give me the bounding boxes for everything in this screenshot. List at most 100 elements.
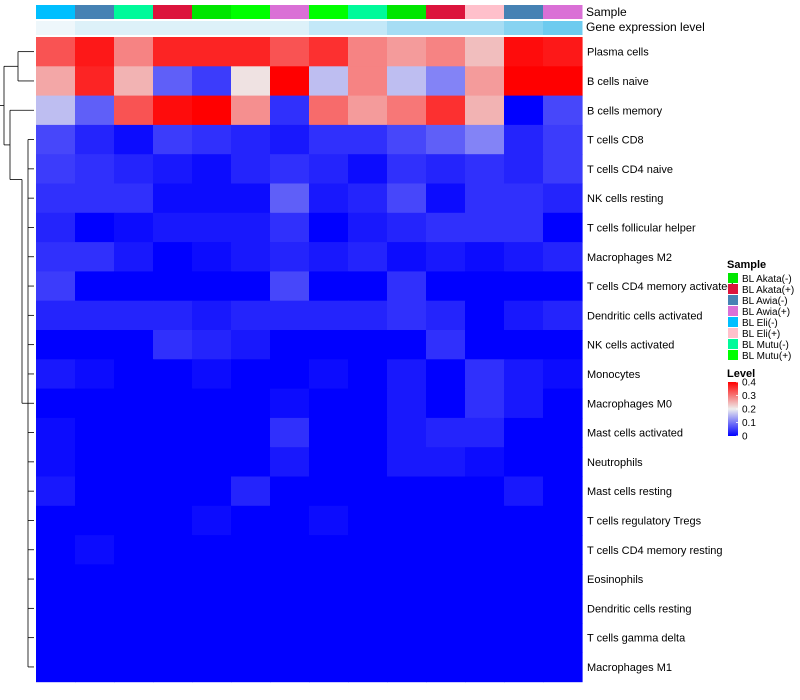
heatmap-cell xyxy=(348,300,388,331)
heatmap-cell xyxy=(231,212,271,243)
heatmap-cell xyxy=(309,623,349,653)
heatmap-cell xyxy=(309,183,349,214)
heatmap-cell xyxy=(75,95,115,126)
heatmap-cell xyxy=(192,37,232,67)
gene-expression-cell xyxy=(504,21,544,35)
heatmap-cell xyxy=(114,388,154,419)
heatmap-cell xyxy=(231,505,271,536)
gene-expression-annotation-title: Gene expression level xyxy=(586,20,705,34)
heatmap-cell xyxy=(504,535,544,565)
heatmap-cell xyxy=(114,505,154,536)
sample-annotation-cell xyxy=(114,5,154,19)
heatmap-cell xyxy=(36,623,76,653)
heatmap-cell xyxy=(75,124,115,155)
level-legend-tick-label: 0.1 xyxy=(742,418,756,429)
heatmap-cell xyxy=(270,154,310,185)
heatmap-cell xyxy=(75,593,115,624)
gene-expression-cell xyxy=(231,21,271,35)
heatmap-cell xyxy=(543,417,583,448)
heatmap-cell xyxy=(192,242,232,272)
heatmap-cell xyxy=(231,359,271,390)
heatmap-cell xyxy=(387,593,427,624)
heatmap-cell xyxy=(36,66,76,97)
heatmap-cell xyxy=(75,535,115,565)
gene-expression-cell xyxy=(153,21,193,35)
heatmap-cell xyxy=(231,564,271,595)
heatmap-cell xyxy=(504,242,544,272)
heatmap-cell xyxy=(426,271,466,302)
heatmap-cell xyxy=(114,95,154,126)
heatmap-cell xyxy=(36,37,76,67)
heatmap-cell xyxy=(153,417,193,448)
heatmap-cell xyxy=(543,183,583,214)
heatmap-cell xyxy=(348,535,388,565)
sample-legend-swatch xyxy=(728,284,738,294)
row-label: Neutrophils xyxy=(587,457,643,469)
row-label: Eosinophils xyxy=(587,574,644,586)
heatmap-cells xyxy=(36,37,583,683)
heatmap-cell xyxy=(348,37,388,67)
row-label: T cells follicular helper xyxy=(587,222,696,234)
heatmap-cell xyxy=(348,417,388,448)
sample-legend-label: BL Mutu(+) xyxy=(742,351,791,362)
heatmap-cell xyxy=(270,564,310,595)
heatmap-cell xyxy=(309,359,349,390)
sample-legend-label: BL Mutu(-) xyxy=(742,340,789,351)
heatmap-cell xyxy=(504,476,544,507)
heatmap-cell xyxy=(153,66,193,97)
sample-annotation-cell xyxy=(387,5,427,19)
heatmap-cell xyxy=(465,154,505,185)
heatmap-cell xyxy=(465,564,505,595)
heatmap-cell xyxy=(192,417,232,448)
heatmap-cell xyxy=(426,37,466,67)
heatmap-cell xyxy=(270,359,310,390)
heatmap-cell xyxy=(543,66,583,97)
heatmap-cell xyxy=(465,623,505,653)
heatmap-cell xyxy=(465,95,505,126)
sample-legend-swatch xyxy=(728,295,738,305)
heatmap-cell xyxy=(543,593,583,624)
heatmap-cell xyxy=(270,330,310,360)
heatmap-cell xyxy=(543,300,583,331)
heatmap-cell xyxy=(270,417,310,448)
sample-annotation-cell xyxy=(36,5,76,19)
row-label: Monocytes xyxy=(587,369,641,381)
heatmap-cell xyxy=(309,505,349,536)
heatmap-cell xyxy=(387,330,427,360)
level-legend-tick-label: 0 xyxy=(742,432,748,443)
heatmap-cell xyxy=(309,271,349,302)
sample-legend-title: Sample xyxy=(727,259,766,271)
heatmap-cell xyxy=(114,447,154,478)
heatmap-cell xyxy=(387,66,427,97)
row-label: T cells CD8 xyxy=(587,135,644,147)
heatmap-cell xyxy=(270,593,310,624)
heatmap-cell xyxy=(75,564,115,595)
row-label: Macrophages M1 xyxy=(587,662,672,674)
heatmap-cell xyxy=(270,124,310,155)
heatmap-cell xyxy=(348,66,388,97)
heatmap-cell xyxy=(543,37,583,67)
gene-expression-cell xyxy=(387,21,427,35)
heatmap-cell xyxy=(270,623,310,653)
heatmap-cell xyxy=(192,359,232,390)
heatmap-cell xyxy=(192,183,232,214)
heatmap-cell xyxy=(309,476,349,507)
gene-expression-cell xyxy=(270,21,310,35)
heatmap-cell xyxy=(75,623,115,653)
sample-legend-label: BL Eli(+) xyxy=(742,329,780,340)
row-label: NK cells resting xyxy=(587,193,663,205)
heatmap-cell xyxy=(309,330,349,360)
heatmap-cell xyxy=(231,95,271,126)
heatmap-cell xyxy=(192,505,232,536)
sample-legend-swatch xyxy=(728,328,738,338)
heatmap-cell xyxy=(348,359,388,390)
heatmap-cell xyxy=(231,417,271,448)
heatmap-cell xyxy=(543,652,583,683)
heatmap-cell xyxy=(465,417,505,448)
heatmap-cell xyxy=(153,242,193,272)
heatmap-cell xyxy=(543,476,583,507)
heatmap-cell xyxy=(348,564,388,595)
heatmap-cell xyxy=(387,388,427,419)
sample-annotation-cell xyxy=(504,5,544,19)
heatmap-cell xyxy=(192,652,232,683)
